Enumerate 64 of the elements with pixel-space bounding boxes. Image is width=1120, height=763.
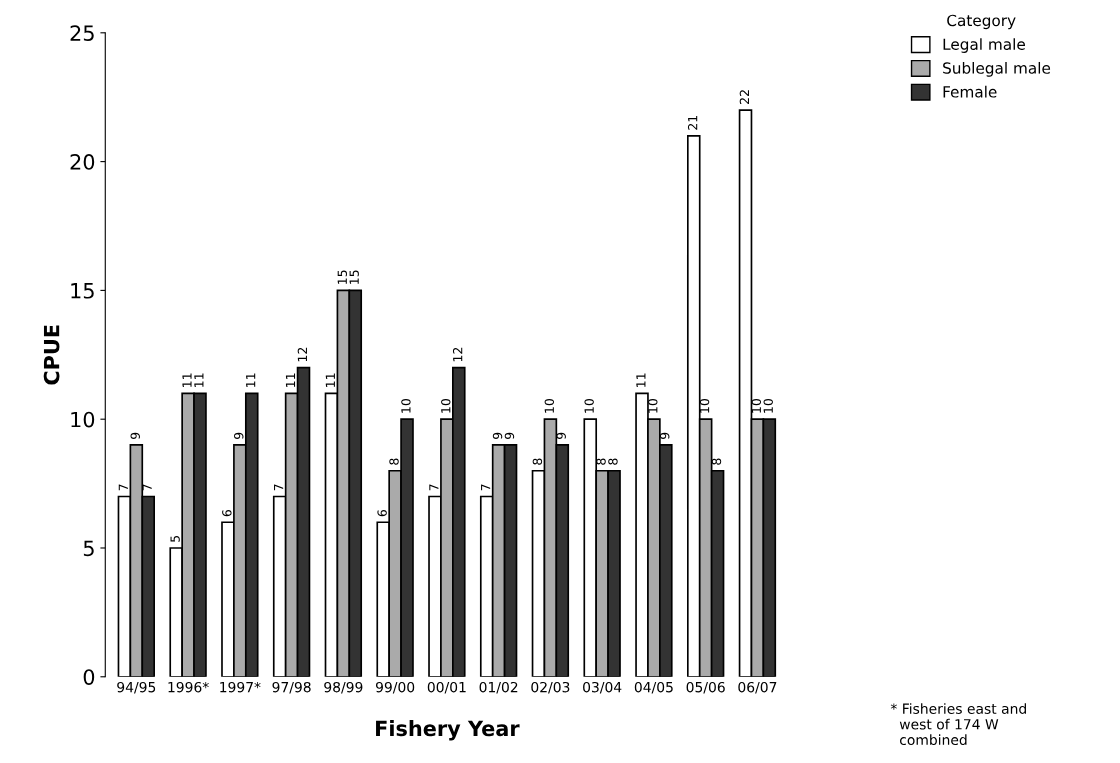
data-label: 9 <box>130 432 140 440</box>
data-label: 11 <box>325 373 335 387</box>
x-axis-title: Fishery Year <box>376 720 520 741</box>
data-label: 10 <box>584 398 594 413</box>
data-label: 11 <box>194 373 204 387</box>
data-label: 8 <box>711 458 722 465</box>
data-label: 9 <box>659 432 670 440</box>
legend-title: Category <box>947 14 1016 30</box>
data-label: 7 <box>429 484 439 491</box>
y-tick-label: 20 <box>70 154 95 170</box>
data-label: 10 <box>544 398 555 413</box>
data-label: 7 <box>481 484 491 491</box>
text: * Fisheries east and west of 174 W combined <box>890 703 1026 746</box>
x-tick-label: 06/07 <box>738 681 777 694</box>
data-label: 6 <box>222 509 232 517</box>
data-label: 8 <box>532 458 543 465</box>
data-label: 11 <box>182 373 192 387</box>
data-label: 7 <box>142 484 152 491</box>
data-label: 9 <box>504 432 515 440</box>
data-label: 7 <box>118 484 128 491</box>
x-tick-label: 97/98 <box>272 681 311 694</box>
y-tick-label: 25 <box>70 25 94 42</box>
data-label: 10 <box>699 398 710 413</box>
data-label: 10 <box>648 398 658 413</box>
x-tick-label: 01/02 <box>479 681 518 694</box>
data-label: 12 <box>452 347 463 362</box>
y-tick-label: 5 <box>83 540 94 557</box>
y-axis-title: CPUE <box>43 325 60 385</box>
data-label: 15 <box>349 270 359 284</box>
data-label: 8 <box>608 458 618 465</box>
data-label: 10 <box>751 398 762 413</box>
x-tick-label: 03/04 <box>583 681 622 694</box>
data-label: 9 <box>492 432 503 440</box>
data-label: 10 <box>401 398 411 413</box>
data-label: 6 <box>377 509 387 517</box>
x-tick-label: 99/00 <box>375 681 415 694</box>
y-tick-label: 15 <box>71 283 94 299</box>
data-label: 11 <box>246 373 256 387</box>
x-tick-label: 98/99 <box>324 681 363 694</box>
x-tick-label: 04/05 <box>634 681 673 694</box>
legend-label: Female <box>943 85 997 98</box>
x-tick-label: 94/95 <box>117 681 156 694</box>
legend-label: Sublegal male <box>943 61 1051 77</box>
data-label: 22 <box>739 90 749 105</box>
x-tick-label: 1996* <box>168 681 209 693</box>
x-tick-label: 1997* <box>220 681 261 693</box>
data-label: 21 <box>687 115 698 130</box>
data-label: 8 <box>389 458 399 465</box>
data-label: 15 <box>337 270 347 284</box>
data-label: 10 <box>763 398 773 413</box>
x-tick-label: 00/01 <box>427 681 466 694</box>
data-label: 9 <box>556 432 566 440</box>
y-tick-label: 0 <box>83 669 95 685</box>
legend-label: Legal male <box>943 38 1025 53</box>
data-label: 9 <box>234 432 244 440</box>
x-tick-label: 05/06 <box>686 681 725 694</box>
data-label: 12 <box>297 347 307 362</box>
data-label: 10 <box>441 398 451 413</box>
data-label: 5 <box>170 535 180 542</box>
data-label: 11 <box>285 373 296 387</box>
data-label: 11 <box>636 373 646 387</box>
y-tick-label: 10 <box>71 411 95 428</box>
x-tick-label: 02/03 <box>531 681 570 694</box>
data-label: 7 <box>274 484 284 491</box>
